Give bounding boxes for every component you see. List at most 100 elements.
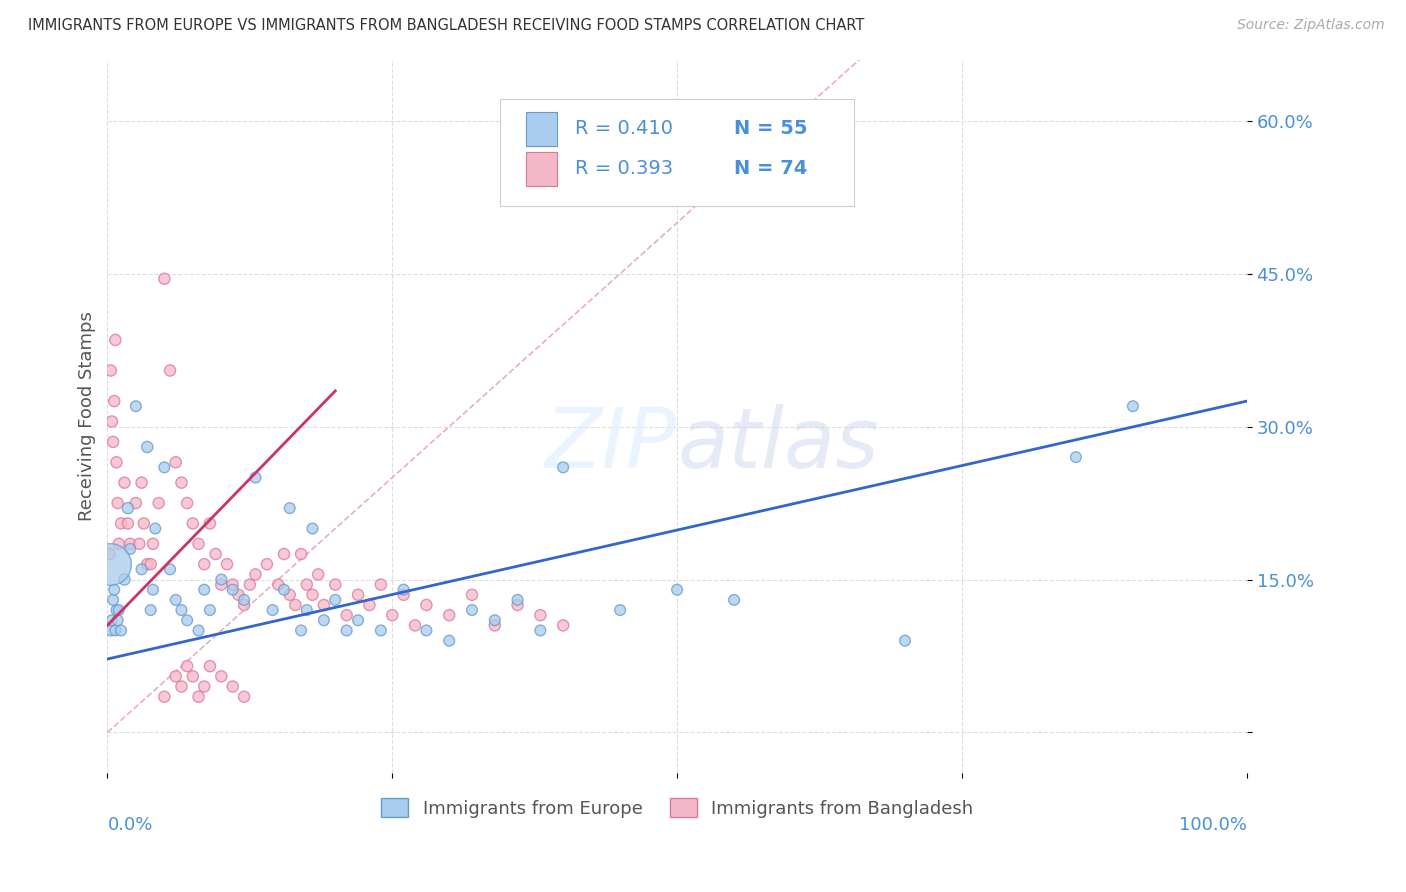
Point <box>107 613 129 627</box>
Text: R = 0.410: R = 0.410 <box>575 120 672 138</box>
Point <box>359 598 381 612</box>
Point <box>107 603 129 617</box>
Point <box>404 618 426 632</box>
Point <box>461 588 484 602</box>
Point <box>437 633 460 648</box>
Point <box>193 558 215 572</box>
Point <box>381 608 404 623</box>
Point <box>176 496 198 510</box>
Point <box>187 537 209 551</box>
FancyBboxPatch shape <box>501 99 853 206</box>
Point <box>233 593 256 607</box>
Point <box>101 593 124 607</box>
Point <box>262 603 284 617</box>
Point <box>273 547 295 561</box>
Point <box>1064 450 1087 465</box>
Point <box>415 598 437 612</box>
Point <box>100 624 122 638</box>
Point <box>529 624 551 638</box>
Point <box>139 603 162 617</box>
Point <box>165 593 187 607</box>
Bar <box>526 112 557 146</box>
Point <box>170 680 193 694</box>
Point <box>117 516 139 531</box>
Point <box>370 577 392 591</box>
Point <box>110 516 132 531</box>
Point <box>228 588 250 602</box>
Point <box>245 567 267 582</box>
Point <box>103 394 125 409</box>
Point <box>101 434 124 449</box>
Point <box>159 562 181 576</box>
Point <box>181 516 204 531</box>
Point <box>131 562 153 576</box>
Text: Source: ZipAtlas.com: Source: ZipAtlas.com <box>1237 18 1385 32</box>
Point <box>142 582 165 597</box>
Point <box>104 333 127 347</box>
Point <box>267 577 290 591</box>
Point <box>295 603 318 617</box>
Point <box>222 680 245 694</box>
Text: N = 55: N = 55 <box>734 120 807 138</box>
Point <box>181 669 204 683</box>
Point <box>132 516 155 531</box>
Point <box>553 618 575 632</box>
Point <box>392 582 415 597</box>
Point <box>529 608 551 623</box>
Point <box>125 496 148 510</box>
Point <box>165 455 187 469</box>
Point <box>103 582 125 597</box>
Point <box>176 659 198 673</box>
Point <box>170 603 193 617</box>
Point <box>136 558 159 572</box>
Point <box>284 598 307 612</box>
Point <box>187 690 209 704</box>
Legend: Immigrants from Europe, Immigrants from Bangladesh: Immigrants from Europe, Immigrants from … <box>374 791 980 825</box>
Text: IMMIGRANTS FROM EUROPE VS IMMIGRANTS FROM BANGLADESH RECEIVING FOOD STAMPS CORRE: IMMIGRANTS FROM EUROPE VS IMMIGRANTS FRO… <box>28 18 865 33</box>
Point <box>101 613 124 627</box>
Point <box>1122 399 1144 413</box>
Point <box>239 577 262 591</box>
Point <box>105 455 128 469</box>
Point <box>107 537 129 551</box>
Point <box>105 603 128 617</box>
Point <box>136 440 159 454</box>
Point <box>301 588 323 602</box>
Point <box>198 659 221 673</box>
Point <box>484 613 506 627</box>
Point <box>336 608 359 623</box>
Point <box>209 573 232 587</box>
Point <box>553 460 575 475</box>
Text: N = 74: N = 74 <box>734 160 807 178</box>
Point <box>506 593 529 607</box>
Point <box>159 363 181 377</box>
Point <box>484 618 506 632</box>
Point <box>209 577 232 591</box>
Point <box>114 475 136 490</box>
Point <box>170 475 193 490</box>
Text: ZIP: ZIP <box>546 404 678 485</box>
Point <box>347 588 370 602</box>
Text: R = 0.393: R = 0.393 <box>575 160 672 178</box>
Point <box>139 558 162 572</box>
Point <box>125 399 148 413</box>
Point <box>307 567 329 582</box>
Point <box>437 608 460 623</box>
Point <box>233 598 256 612</box>
Point <box>323 593 346 607</box>
Point <box>117 501 139 516</box>
Point <box>245 470 267 484</box>
Point <box>198 516 221 531</box>
Point <box>120 541 142 556</box>
Point <box>148 496 170 510</box>
Point <box>153 272 176 286</box>
Point <box>609 603 631 617</box>
Point <box>278 588 301 602</box>
Point <box>312 613 335 627</box>
Point <box>370 624 392 638</box>
Point <box>128 537 150 551</box>
Point <box>198 603 221 617</box>
Point <box>143 522 166 536</box>
Text: 100.0%: 100.0% <box>1178 816 1247 834</box>
Point <box>278 501 301 516</box>
